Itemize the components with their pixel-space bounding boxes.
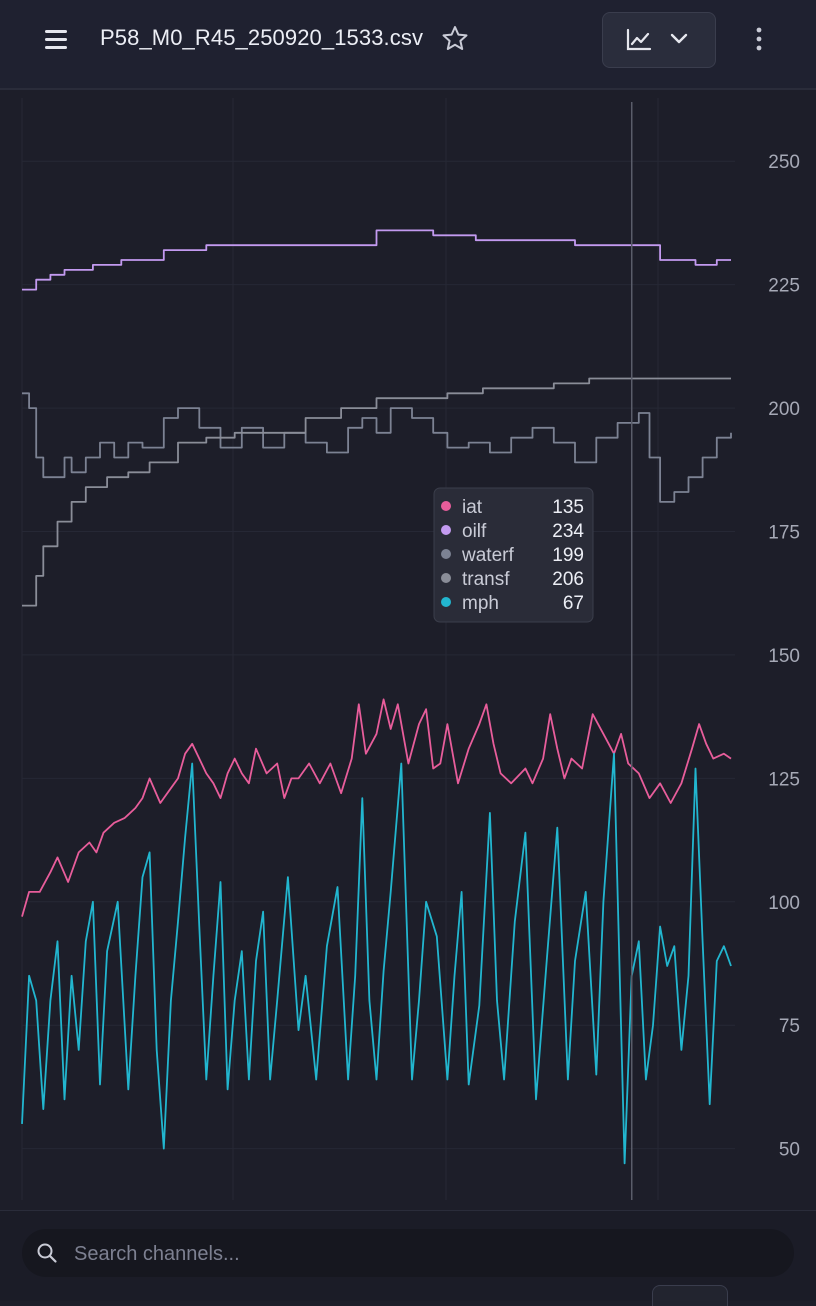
tooltip-name-iat: iat: [462, 497, 483, 518]
y-tick-label: 200: [768, 399, 800, 420]
more-vertical-icon[interactable]: [744, 24, 774, 54]
y-tick-label: 250: [768, 152, 800, 173]
line-chart-icon: [626, 28, 652, 51]
file-title: P58_M0_R45_250920_1533.csv: [100, 25, 424, 50]
chart-area[interactable]: 50 75 100 125 150 175 200 225 250 iat 135 oilf 234 w…: [0, 90, 816, 1210]
tooltip-value-iat: 135: [552, 497, 584, 518]
top-bar: P58_M0_R45_250920_1533.csv: [0, 0, 816, 90]
series-line-transf: [22, 377, 731, 607]
partial-button[interactable]: [652, 1285, 728, 1306]
series-line-iat: [21, 698, 732, 917]
tooltip-name-transf: transf: [462, 569, 510, 590]
tooltip-swatch-mph: [441, 597, 451, 607]
y-tick-label: 225: [768, 276, 800, 297]
tooltip-value-oilf: 234: [552, 521, 584, 542]
series-line-oilf: [22, 229, 731, 291]
line-chart[interactable]: 50 75 100 125 150 175 200 225 250 iat 135 oilf 234 w…: [0, 90, 816, 1210]
chart-type-button[interactable]: [602, 12, 716, 68]
tooltip-swatch-waterf: [441, 549, 451, 559]
search-box[interactable]: [22, 1229, 794, 1277]
y-tick-label: 125: [768, 769, 800, 790]
menu-icon[interactable]: [42, 26, 72, 54]
series-line-mph: [21, 752, 732, 1165]
y-tick-label: 150: [768, 646, 800, 667]
search-input[interactable]: [72, 1235, 776, 1273]
y-tick-label: 175: [768, 523, 800, 544]
tooltip-value-transf: 206: [552, 569, 584, 590]
tooltip-value-mph: 67: [563, 593, 584, 614]
chevron-down-icon: [670, 33, 688, 44]
y-tick-label: 100: [768, 893, 800, 914]
value-tooltip: iat 135 oilf 234 waterf 199 transf 206 mph 67: [433, 487, 594, 623]
tooltip-swatch-transf: [441, 573, 451, 583]
search-icon: [37, 1243, 57, 1263]
tooltip-name-waterf: waterf: [461, 545, 514, 566]
tooltip-name-oilf: oilf: [462, 521, 487, 542]
tooltip-swatch-iat: [441, 501, 451, 511]
tooltip-value-waterf: 199: [552, 545, 584, 566]
series-line-waterf: [22, 392, 732, 503]
bottom-bar: [0, 1210, 816, 1306]
tooltip-swatch-oilf: [441, 525, 451, 535]
star-outline-icon[interactable]: [440, 24, 470, 54]
y-tick-label: 50: [779, 1140, 800, 1161]
tooltip-name-mph: mph: [462, 593, 499, 614]
y-tick-label: 75: [779, 1016, 800, 1037]
